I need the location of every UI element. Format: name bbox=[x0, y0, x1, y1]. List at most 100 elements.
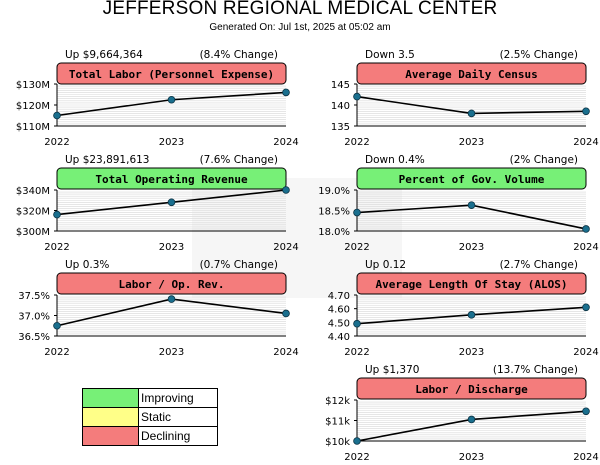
data-point bbox=[467, 109, 476, 118]
chart-title-bar bbox=[356, 272, 587, 295]
y-tick-label: 140 bbox=[331, 101, 350, 112]
data-point bbox=[353, 437, 361, 445]
x-tick-label: 2023 bbox=[459, 137, 484, 148]
data-point bbox=[467, 415, 476, 424]
legend-swatch-declining bbox=[83, 427, 139, 445]
change-percent: (0.7% Change) bbox=[200, 259, 278, 271]
chart-title: Labor / Op. Rev. bbox=[119, 278, 225, 291]
generated-timestamp: Generated On: Jul 1st, 2025 at 05:02 am bbox=[209, 22, 391, 33]
legend-label-declining: Declining bbox=[141, 429, 191, 443]
chart-title: Labor / Discharge bbox=[415, 383, 528, 396]
change-amount: Up $1,370 bbox=[365, 364, 419, 376]
data-point bbox=[582, 303, 590, 312]
chart-title-bar bbox=[356, 167, 587, 190]
chart-title-bar bbox=[356, 62, 587, 85]
legend-label-static: Static bbox=[141, 410, 172, 424]
data-point bbox=[582, 407, 590, 416]
chart-title-bar bbox=[56, 167, 287, 190]
change-percent: (13.7% Change) bbox=[493, 364, 578, 376]
chart-panel-6: Up 0.12 (2.7% Change) Average Length Of St… bbox=[328, 259, 599, 358]
y-tick-label: $10k bbox=[325, 437, 350, 448]
data-point bbox=[353, 208, 361, 217]
chart-title-bar bbox=[356, 377, 587, 400]
change-amount: Up 0.12 bbox=[365, 259, 406, 271]
chart-panel-3: Up $23,891,613 (7.6% Change) Total Operati… bbox=[16, 154, 299, 253]
x-tick-label: 2023 bbox=[459, 347, 484, 358]
data-point bbox=[467, 311, 476, 319]
data-point bbox=[167, 198, 176, 207]
x-tick-label: 2024 bbox=[273, 347, 298, 358]
legend-item-static: Static bbox=[83, 408, 217, 427]
x-tick-label: 2023 bbox=[159, 347, 184, 358]
y-tick-label: 4.70 bbox=[328, 291, 350, 302]
x-tick-label: 2022 bbox=[344, 137, 369, 148]
y-tick-label: 19.0% bbox=[318, 186, 350, 197]
change-percent: (8.4% Change) bbox=[200, 49, 278, 61]
change-percent: (2.7% Change) bbox=[500, 259, 578, 271]
legend: Improving Static Declining bbox=[82, 388, 218, 446]
chart-title: Average Length Of Stay (ALOS) bbox=[375, 278, 567, 291]
legend-item-improving: Improving bbox=[83, 389, 217, 408]
data-point bbox=[282, 88, 290, 97]
y-tick-label: 4.60 bbox=[328, 305, 350, 316]
data-point bbox=[167, 95, 176, 104]
chart-title: Average Daily Census bbox=[405, 68, 537, 81]
y-tick-label: $11k bbox=[325, 417, 350, 428]
y-tick-label: $120M bbox=[16, 101, 50, 112]
data-point bbox=[582, 225, 590, 233]
chart-panel-1: Up $9,664,364 (8.4% Change) Total Labor (P… bbox=[16, 49, 299, 148]
page-title: JEFFERSON REGIONAL MEDICAL CENTER bbox=[102, 0, 498, 19]
x-tick-label: 2022 bbox=[44, 242, 69, 253]
y-tick-label: $340M bbox=[16, 186, 50, 197]
legend-swatch-improving bbox=[83, 389, 139, 407]
change-amount: Up 0.3% bbox=[65, 259, 109, 271]
y-tick-label: $130M bbox=[16, 80, 50, 91]
x-tick-label: 2024 bbox=[573, 347, 598, 358]
data-point bbox=[53, 210, 61, 219]
change-percent: (7.6% Change) bbox=[200, 154, 278, 166]
y-tick-label: 37.0% bbox=[18, 312, 50, 323]
data-point bbox=[353, 92, 361, 101]
chart-title-bar bbox=[56, 272, 287, 295]
x-tick-label: 2022 bbox=[44, 347, 69, 358]
y-tick-label: 135 bbox=[331, 122, 350, 133]
x-tick-label: 2022 bbox=[344, 242, 369, 253]
x-tick-label: 2022 bbox=[44, 137, 69, 148]
legend-item-declining: Declining bbox=[83, 427, 217, 445]
change-amount: Down 0.4% bbox=[365, 154, 425, 166]
chart-panel-4: Down 0.4% (2% Change) Percent of Gov. Volu… bbox=[318, 154, 599, 253]
chart-panel-5: Up 0.3% (0.7% Change) Labor / Op. Rev. 36.5… bbox=[18, 259, 299, 358]
x-tick-label: 2023 bbox=[459, 452, 484, 463]
x-tick-label: 2023 bbox=[159, 242, 184, 253]
chart-title-bar bbox=[56, 62, 287, 85]
y-tick-label: 18.0% bbox=[318, 227, 350, 238]
chart-title: Total Labor (Personnel Expense) bbox=[69, 68, 274, 81]
y-tick-label: $110M bbox=[16, 122, 50, 133]
change-percent: (2% Change) bbox=[510, 154, 578, 166]
x-tick-label: 2024 bbox=[573, 452, 598, 463]
change-amount: Up $23,891,613 bbox=[65, 154, 150, 166]
y-tick-label: $320M bbox=[16, 207, 50, 218]
x-tick-label: 2023 bbox=[159, 137, 184, 148]
data-point bbox=[53, 321, 61, 330]
chart-title: Total Operating Revenue bbox=[95, 173, 248, 186]
x-tick-label: 2024 bbox=[573, 242, 598, 253]
change-amount: Up $9,664,364 bbox=[65, 49, 143, 61]
data-point bbox=[582, 107, 590, 116]
x-tick-label: 2024 bbox=[273, 242, 298, 253]
x-tick-label: 2024 bbox=[573, 137, 598, 148]
series-line bbox=[56, 91, 287, 117]
chart-panel-2: Down 3.5 (2.5% Change) Average Daily Censu… bbox=[331, 49, 599, 148]
chart-title: Percent of Gov. Volume bbox=[399, 173, 545, 186]
x-tick-label: 2022 bbox=[344, 347, 369, 358]
y-tick-label: 145 bbox=[331, 80, 350, 91]
change-amount: Down 3.5 bbox=[365, 49, 415, 61]
y-tick-label: 4.40 bbox=[328, 332, 350, 343]
legend-swatch-static bbox=[83, 408, 139, 426]
x-tick-label: 2024 bbox=[273, 137, 298, 148]
legend-label-improving: Improving bbox=[141, 391, 194, 405]
data-point bbox=[353, 319, 361, 328]
y-tick-label: 36.5% bbox=[18, 332, 50, 343]
y-tick-label: 4.50 bbox=[328, 318, 350, 329]
